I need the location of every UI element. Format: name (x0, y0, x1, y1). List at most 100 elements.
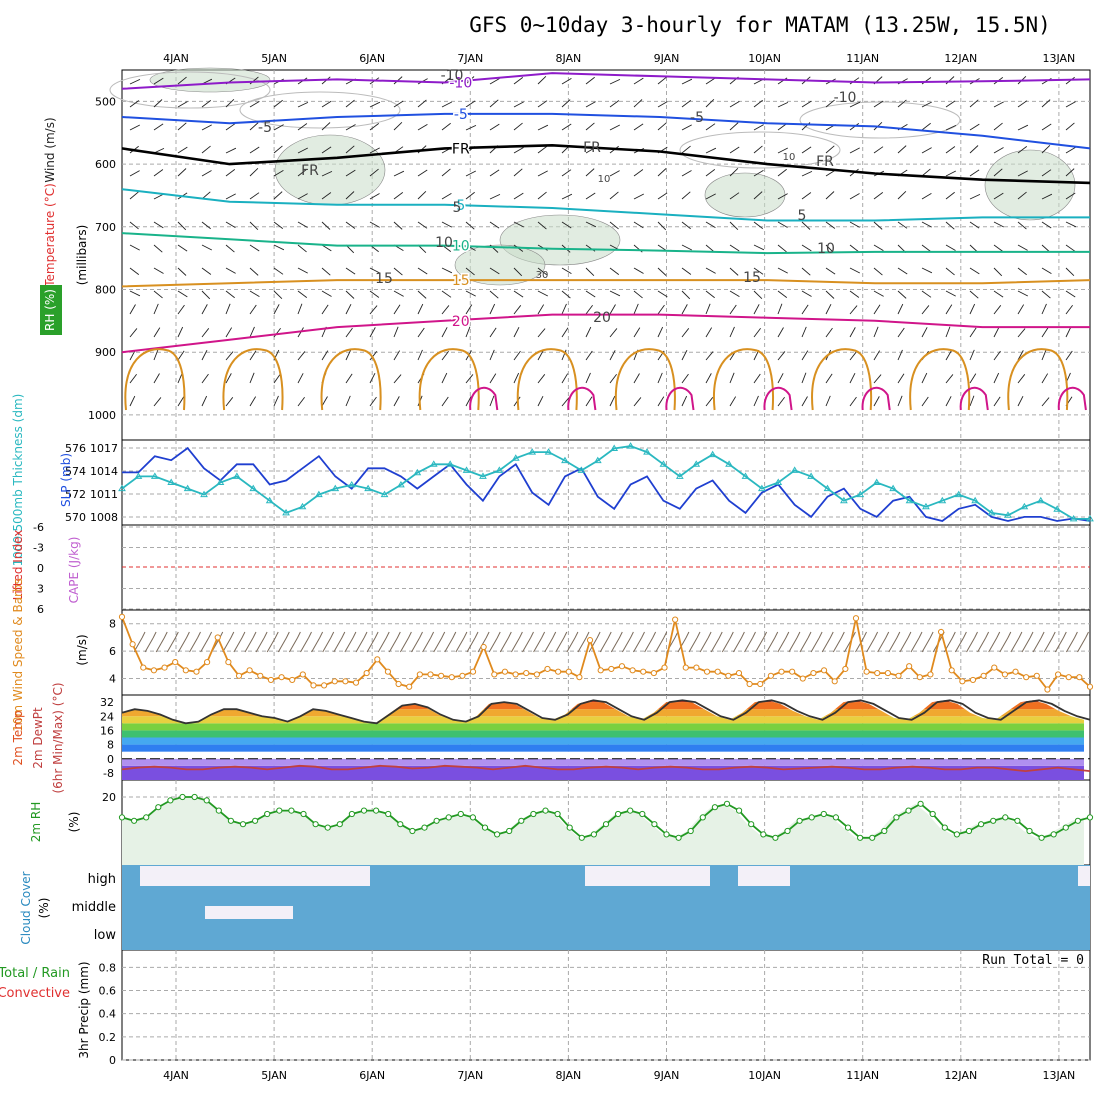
rh2m-series-marker (1062, 824, 1069, 831)
temp-band (122, 723, 1084, 731)
wind-barb (369, 372, 376, 384)
wind-barb (681, 304, 688, 315)
rh2m-series-marker (481, 824, 489, 831)
rh2m-series-marker (530, 810, 537, 818)
rh-shading (704, 172, 786, 218)
wind-barb (441, 122, 451, 131)
y-tick-pressure: 500 (95, 95, 116, 108)
wind-barb (393, 396, 400, 407)
wind-barb (1041, 123, 1052, 131)
wind-barb (969, 169, 980, 177)
wind10-series-marker (299, 671, 306, 678)
barb-10m (699, 637, 709, 653)
wind-barb (417, 327, 425, 338)
thickness-series-marker (626, 442, 635, 449)
y-tick-temp: 16 (100, 724, 114, 737)
wind10-series-marker (640, 668, 647, 675)
contour-label: 10 (817, 241, 835, 257)
wind-barb (297, 147, 309, 154)
y-tick-li: 3 (37, 583, 44, 596)
barb-10m (288, 637, 298, 653)
wind-barb (825, 221, 836, 229)
thickness-series-marker (183, 484, 192, 492)
wind10-series-marker (682, 664, 689, 671)
barb-10m-flag (996, 631, 1001, 639)
barb-10m (222, 637, 232, 653)
rh2m-series-marker (663, 831, 670, 838)
wind10-series-marker (927, 671, 934, 678)
wind-barb (705, 221, 716, 229)
barb-10m-flag (274, 631, 279, 639)
thickness-series-marker (1020, 502, 1029, 510)
thickness-series-marker (840, 496, 848, 504)
thickness-series-marker (216, 478, 225, 485)
rh2m-series-marker (1026, 827, 1033, 835)
wind-barb (777, 267, 788, 274)
wind-barb (345, 169, 356, 177)
wind-barb (225, 351, 234, 361)
x-tick-top: 4JAN (163, 52, 189, 65)
cloud-clear (585, 866, 710, 886)
wind-barb (537, 100, 548, 108)
contour-label: 15 (375, 271, 393, 287)
wind-barb (273, 327, 281, 338)
thickness-series-marker (479, 472, 487, 479)
wind-barb (1065, 146, 1076, 154)
wind-barb (177, 122, 187, 131)
barb-10m-flag (208, 631, 213, 639)
wind-barb (969, 349, 975, 361)
wind-barb (153, 303, 159, 315)
rh-shading (984, 149, 1076, 221)
rh2m-series-marker (239, 821, 247, 828)
barb-10m-flag (341, 631, 346, 639)
y-label-pressure: (millibars) (75, 225, 89, 286)
barb-10m-flag (374, 631, 379, 639)
wind-barb (633, 169, 644, 177)
wind-barb (705, 351, 714, 361)
wind-barb (201, 267, 212, 275)
wind-barb (633, 290, 643, 299)
y-label-precip-conv: Convective (0, 986, 70, 1001)
x-tick-top: 8JAN (555, 52, 581, 65)
wind-barb (633, 303, 639, 315)
wind-barb (753, 221, 764, 229)
temp-band (122, 751, 1084, 759)
wind-barb (369, 221, 380, 228)
thickness-series-marker (823, 484, 832, 492)
thickness-series-marker (987, 508, 996, 516)
wind-barb (417, 267, 428, 275)
x-tick-top: 5JAN (261, 52, 287, 65)
contour-label: 15 (743, 270, 761, 286)
wind-barb (153, 99, 163, 108)
wind-barb (513, 305, 522, 315)
thickness-series (121, 445, 1090, 520)
wind-barb (777, 101, 789, 108)
wind-barb (153, 373, 160, 384)
wind-barb (825, 373, 833, 384)
x-tick-bottom: 6JAN (359, 1069, 385, 1082)
y-tick-li: 6 (37, 603, 44, 616)
x-tick-bottom: 7JAN (457, 1069, 483, 1082)
y-tick-li: -3 (33, 542, 44, 555)
wind-barb (993, 147, 1004, 154)
wind-barb (825, 191, 835, 200)
barb-10m (732, 637, 742, 653)
wind-barb (921, 372, 928, 384)
barb-10m (577, 637, 587, 653)
y-tick-thickness: 570 (65, 511, 86, 524)
wind10-series-marker (1065, 674, 1072, 681)
y-tick-temp: 32 (100, 696, 114, 709)
thickness-series-marker (971, 496, 980, 504)
barb-10m-flag (1040, 631, 1045, 639)
wind-barb (465, 396, 472, 407)
barb-10m-flag (740, 631, 745, 639)
barb-10m-flag (752, 631, 756, 639)
wind-barb (273, 221, 284, 229)
wind-barb (537, 267, 547, 276)
rh2m-series-marker (1050, 831, 1057, 838)
thickness-series-marker (118, 484, 126, 492)
barb-10m (333, 637, 343, 653)
wind-barb (681, 145, 691, 154)
wind-barb (513, 372, 520, 384)
barb-10m-flag (1018, 631, 1023, 639)
